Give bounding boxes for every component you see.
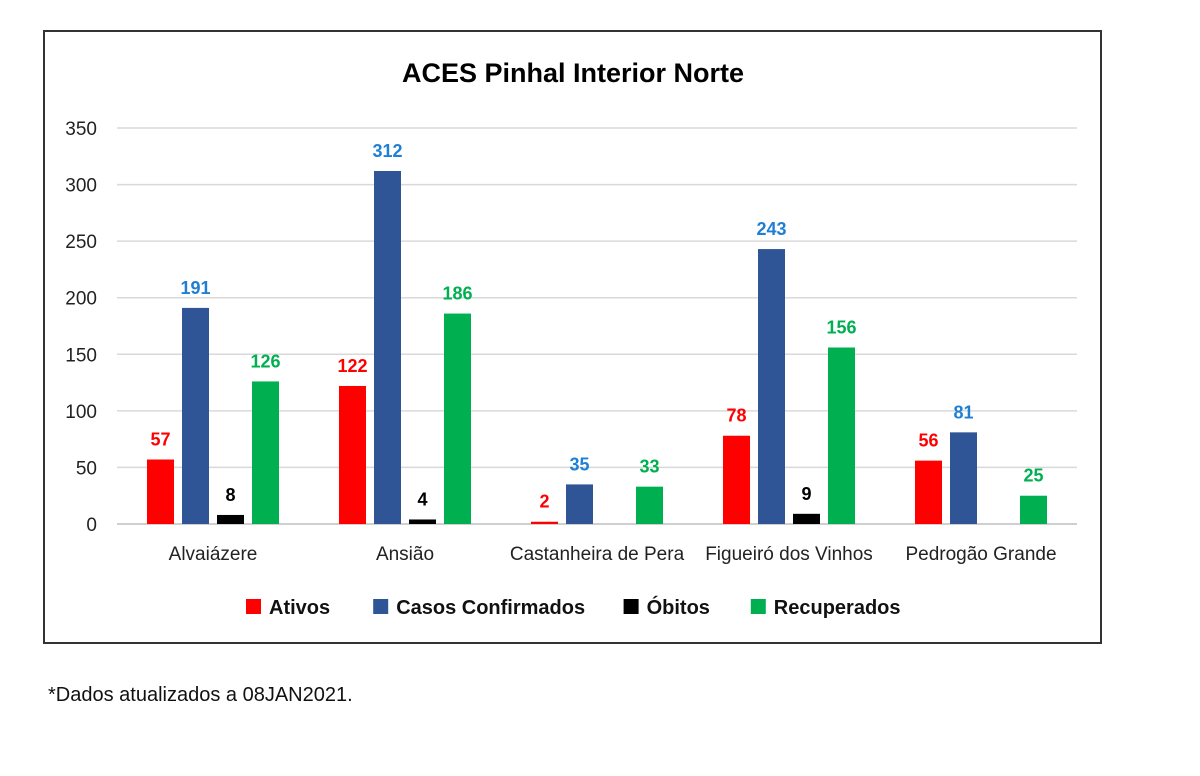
x-tick-label: Pedrogão Grande	[905, 544, 1056, 565]
y-tick-label: 350	[65, 119, 97, 140]
bar-chart: ACES Pinhal Interior Norte 0 50 100 150 200 2…	[65, 58, 1077, 619]
y-tick-label: 0	[86, 515, 97, 536]
bar-ativos	[915, 460, 942, 524]
data-label: 35	[569, 454, 589, 474]
data-label: 156	[826, 317, 856, 337]
bar-casos-confirmados	[950, 432, 977, 524]
data-label: 81	[953, 402, 973, 422]
y-tick-label: 50	[76, 458, 97, 479]
data-label: 186	[442, 284, 472, 304]
bar-casos-confirmados	[566, 484, 593, 524]
data-label: 126	[250, 351, 280, 371]
legend-swatch	[750, 599, 766, 614]
legend-swatch	[623, 599, 639, 614]
legend-swatch	[246, 599, 261, 614]
bar-recuperados	[252, 381, 279, 524]
bar-óbitos	[217, 514, 244, 524]
y-tick-label: 100	[65, 402, 97, 423]
data-label: 56	[918, 431, 938, 451]
bar-recuperados	[1020, 495, 1047, 524]
legend-label: Casos Confirmados	[396, 597, 585, 619]
data-labels: 57 191 8 126 122 312 4 186 2 35 33 78 243 9 156 56 81 25	[150, 141, 1043, 512]
data-label: 2	[539, 492, 549, 512]
legend-swatch	[373, 599, 389, 614]
data-label: 122	[337, 356, 367, 376]
data-label: 312	[372, 141, 402, 161]
bar-óbitos	[409, 519, 436, 524]
bars	[147, 170, 1047, 524]
data-label: 243	[756, 219, 786, 239]
bar-ativos	[147, 459, 174, 524]
y-tick-label: 250	[65, 232, 97, 253]
legend-label: Óbitos	[647, 595, 710, 619]
bar-ativos	[723, 435, 750, 524]
chart-title: ACES Pinhal Interior Norte	[402, 58, 744, 88]
y-tick-label: 150	[65, 345, 97, 366]
bar-recuperados	[636, 486, 663, 524]
y-tick-label: 200	[65, 289, 97, 310]
legend-label: Ativos	[269, 597, 330, 619]
y-tick-label: 300	[65, 176, 97, 197]
data-label: 78	[726, 406, 746, 426]
x-tick-label: Ansião	[376, 544, 434, 565]
data-label: 25	[1023, 466, 1043, 486]
footnote: *Dados atualizados a 08JAN2021.	[48, 684, 353, 706]
data-label: 33	[639, 457, 659, 477]
data-label: 191	[180, 278, 210, 298]
legend-label: Recuperados	[774, 597, 901, 619]
chart-frame: ACES Pinhal Interior Norte 0 50 100 150 200 2…	[43, 30, 1102, 644]
bar-casos-confirmados	[758, 249, 785, 524]
x-tick-label: Castanheira de Pera	[510, 544, 685, 565]
bar-recuperados	[444, 313, 471, 524]
data-label: 4	[417, 489, 427, 509]
bar-óbitos	[793, 513, 820, 524]
data-label: 57	[150, 430, 170, 450]
x-axis: Alvaiázere Ansião Castanheira de Pera Figue…	[169, 544, 1057, 565]
bar-casos-confirmados	[374, 170, 401, 524]
data-label: 8	[225, 485, 235, 505]
bar-casos-confirmados	[182, 307, 209, 524]
x-tick-label: Figueiró dos Vinhos	[705, 544, 873, 565]
x-tick-label: Alvaiázere	[169, 544, 258, 565]
legend: Ativos Casos Confirmados Óbitos Recuperados	[246, 595, 901, 619]
bar-ativos	[531, 521, 558, 524]
bar-recuperados	[828, 347, 855, 524]
data-label: 9	[801, 484, 811, 504]
y-axis: 0 50 100 150 200 250 300 350	[65, 119, 97, 536]
bar-ativos	[339, 385, 366, 524]
